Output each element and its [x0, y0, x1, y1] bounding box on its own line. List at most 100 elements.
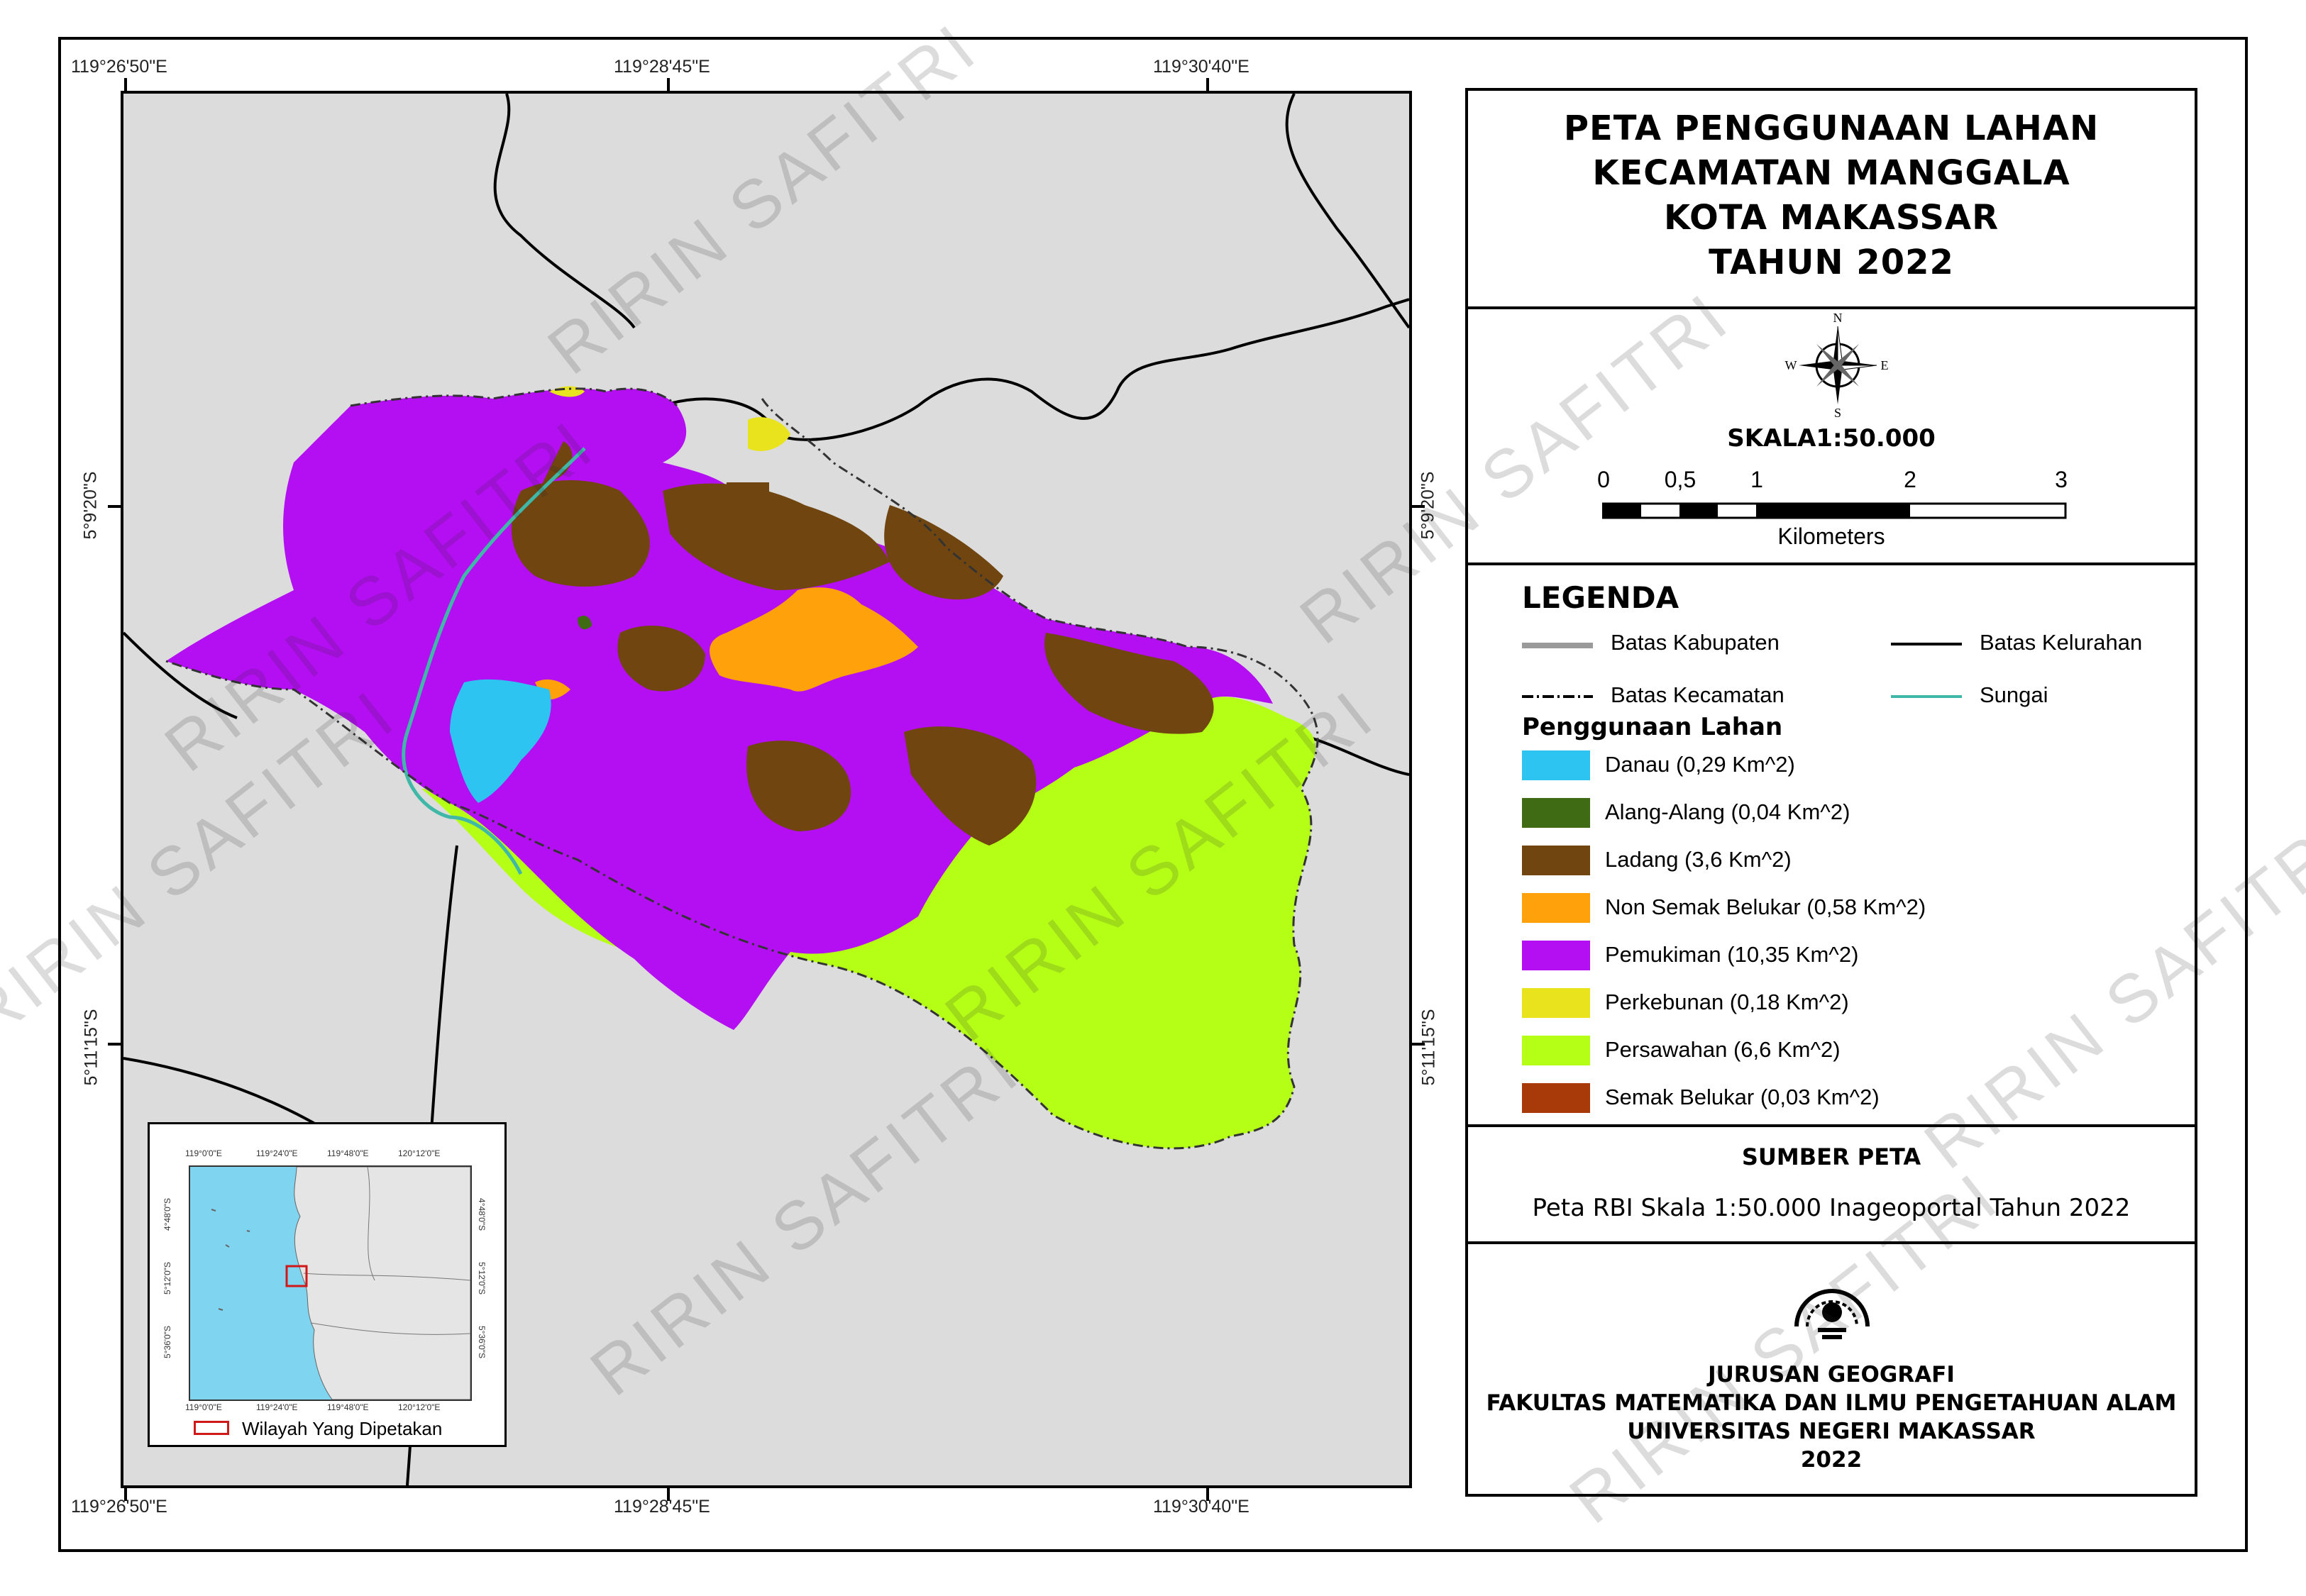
ladang-area: [511, 480, 650, 587]
tick-mark: [1412, 505, 1425, 508]
kelurahan-boundary: [1285, 94, 1409, 329]
inset-coord-top: 120°12'0"E: [398, 1148, 441, 1158]
ladang-area: [542, 441, 573, 484]
legend-line-label: Batas Kecamatan: [1611, 682, 1784, 707]
panel-divider: [1465, 1124, 2197, 1127]
perkebunan-area: [748, 417, 790, 451]
institution-line: 2022: [1800, 1447, 1863, 1473]
east-label: E: [1881, 358, 1889, 372]
title-line: TAHUN 2022: [1709, 243, 1954, 282]
legend-label: Pemukiman (10,35 Km^2): [1605, 942, 1859, 967]
tick-mark: [124, 1488, 127, 1501]
danau-area: [450, 679, 551, 803]
coord-bottom-1: 119°26'50"E: [71, 1497, 167, 1517]
river-line: [402, 447, 586, 875]
legend-swatch-non-semak-belukar: [1522, 893, 1590, 923]
legend-subtitle: Penggunaan Lahan: [1522, 713, 1783, 741]
inset-coord-top: 119°0'0"E: [185, 1148, 222, 1158]
legend-title: LEGENDA: [1522, 580, 1679, 615]
scale-tick-label: 1: [1750, 467, 1763, 492]
inset-coord-top: 119°48'0"E: [327, 1148, 369, 1158]
tick-mark: [108, 1043, 121, 1046]
tick-mark: [667, 1488, 670, 1501]
compass-rose-icon: N S E W: [1785, 312, 1889, 419]
inset-coord-bottom: 119°48'0"E: [327, 1402, 369, 1412]
title-line: PETA PENGGUNAAN LAHAN: [1563, 109, 2100, 148]
title-line: KECAMATAN MANGGALA: [1592, 153, 2070, 193]
west-label: W: [1785, 358, 1797, 372]
scale-unit: Kilometers: [1777, 523, 1885, 549]
scale-tick-label: 2: [1904, 467, 1916, 492]
pemukiman-area: [166, 388, 1273, 1030]
inset-legend-label: Wilayah Yang Dipetakan: [242, 1418, 443, 1439]
legend-swatch-ladang: [1522, 846, 1590, 875]
tick-mark: [667, 78, 670, 91]
inset-study-area-marker: [285, 1265, 308, 1287]
legend-line-label: Sungai: [1980, 682, 2048, 707]
title-line: KOTA MAKASSAR: [1663, 198, 1999, 238]
coord-left-2: 5°11'15"S: [81, 1009, 101, 1086]
coord-top-3: 119°30'40"E: [1153, 57, 1249, 77]
ladang-area: [746, 741, 851, 831]
source-text: Peta RBI Skala 1:50.000 Inageoportal Tah…: [1532, 1194, 2131, 1222]
tick-mark: [1412, 1043, 1425, 1046]
inset-map[interactable]: 119°0'0"E 119°24'0"E 119°48'0"E 120°12'0…: [148, 1122, 507, 1447]
ladang-area: [727, 482, 769, 499]
kecamatan-boundary: [165, 387, 1319, 1150]
coord-top-1: 119°26'50"E: [71, 57, 167, 77]
legend-swatch-semak-belukar: [1522, 1083, 1590, 1113]
legend-line-label: Batas Kelurahan: [1980, 630, 2143, 655]
legend-swatch-alang-alang: [1522, 798, 1590, 828]
legend-label: Persawahan (6,6 Km^2): [1605, 1037, 1841, 1062]
inset-coord-left: 5°12'0"S: [162, 1261, 173, 1295]
north-label: N: [1833, 312, 1843, 325]
map-title: PETA PENGGUNAAN LAHAN KECAMATAN MANGGALA…: [1468, 106, 2195, 285]
coord-bottom-2: 119°28'45"E: [614, 1497, 710, 1517]
tick-mark: [124, 78, 127, 91]
inset-coord-bottom: 119°24'0"E: [256, 1402, 298, 1412]
legend-line-batas-kabupaten: [1522, 643, 1593, 648]
legend-label: Perkebunan (0,18 Km^2): [1605, 990, 1849, 1014]
legend-swatch-persawahan: [1522, 1036, 1590, 1065]
legend-swatch-pemukiman: [1522, 941, 1590, 970]
institution-line: FAKULTAS MATEMATIKA DAN ILMU PENGETAHUAN…: [1486, 1390, 2177, 1416]
inset-coord-left: 5°36'0"S: [162, 1325, 173, 1359]
scale-bar: [1602, 502, 2067, 519]
legend-line-batas-kecamatan: [1522, 695, 1593, 698]
ladang-area: [904, 726, 1037, 846]
institution-line: UNIVERSITAS NEGERI MAKASSAR: [1627, 1419, 2036, 1444]
inset-landmass: [211, 1167, 470, 1400]
land-use-map[interactable]: [123, 94, 1409, 1485]
non-semak-belukar-area: [710, 587, 918, 692]
inset-coord-top: 119°24'0"E: [256, 1148, 298, 1158]
ladang-area: [1044, 633, 1214, 734]
scale-tick-label: 0: [1597, 467, 1610, 492]
scale-title: SKALA1:50.000: [1727, 424, 1936, 453]
kelurahan-boundary: [662, 298, 1409, 441]
info-panel: [1465, 88, 2197, 1497]
coord-top-2: 119°28'45"E: [614, 57, 710, 77]
tick-mark: [108, 505, 121, 508]
scale-tick-label: 3: [2055, 467, 2068, 492]
south-label: S: [1834, 406, 1841, 419]
alang-alang-area: [578, 615, 592, 630]
kelurahan-boundary: [493, 94, 636, 329]
legend-line-label: Batas Kabupaten: [1611, 630, 1780, 655]
legend-label: Non Semak Belukar (0,58 Km^2): [1605, 894, 1926, 919]
legend-label: Danau (0,29 Km^2): [1605, 752, 1795, 777]
tick-mark: [1206, 78, 1209, 91]
inset-sea: [189, 1165, 472, 1401]
panel-divider: [1465, 563, 2197, 565]
inset-coord-right: 5°36'0"S: [477, 1325, 487, 1359]
scale-tick-label: 0,5: [1664, 467, 1697, 492]
legend-swatch-danau: [1522, 750, 1590, 780]
inset-legend-swatch: [194, 1421, 229, 1435]
inset-coord-bottom: 120°12'0"E: [398, 1402, 441, 1412]
inset-coord-bottom: 119°0'0"E: [185, 1402, 222, 1412]
legend-label: Ladang (3,6 Km^2): [1605, 847, 1792, 872]
coord-right-2: 5°11'15"S: [1418, 1009, 1439, 1086]
institution-line: JURUSAN GEOGRAFI: [1708, 1362, 1955, 1387]
coord-left-1: 5°9'20"S: [80, 471, 101, 540]
panel-divider: [1465, 306, 2197, 309]
unm-logo: [1794, 1289, 1870, 1339]
